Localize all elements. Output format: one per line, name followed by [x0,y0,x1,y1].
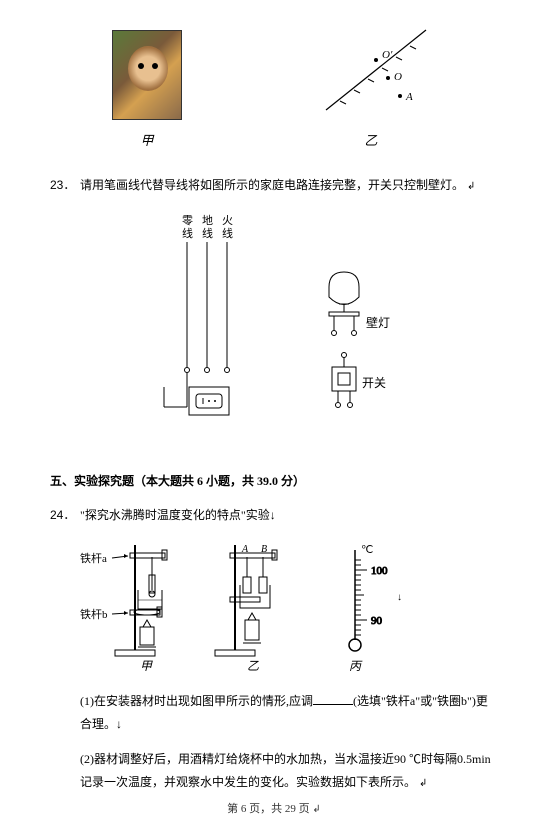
blank-field[interactable] [313,691,353,705]
svg-text:℃: ℃ [361,544,373,556]
svg-text:铁杆b: 铁杆b [80,607,108,621]
point-o-prime: O′ [382,49,393,61]
page-footer: 第 6 页，共 29 页 ↲ [0,800,548,816]
svg-text:100: 100 [371,565,388,577]
experiment-figures: 铁杆a 铁杆b 甲 A B 乙 ℃ 100 90 ↓ 丙 [80,535,420,675]
svg-text:B: B [261,544,267,555]
svg-text:零: 零 [182,214,193,227]
section-5-heading: 五、实验探究题（本大题共 6 小题，共 39.0 分） [50,472,498,489]
caption-yi-1: 乙 [306,130,436,149]
q23-number: 23． [50,174,80,197]
svg-text:开关: 开关 [362,376,386,390]
q24-sub1: (1)在安装器材时出现如图甲所示的情形,应调(选填"铁杆a"或"铁圈b")更合理… [80,690,498,736]
svg-text:A: A [241,544,249,555]
q24-title: "探究水沸腾时温度变化的特点"实验↓ [80,504,498,527]
svg-text:甲: 甲 [140,659,153,673]
point-o: O [394,71,402,83]
mirror-diagram: O′ O A [306,20,436,120]
svg-text:地: 地 [202,214,213,227]
point-a: A [405,91,413,103]
svg-text:↓: ↓ [397,592,402,603]
svg-text:线: 线 [182,226,193,240]
svg-text:铁杆a: 铁杆a [80,551,107,565]
q24-number: 24． [50,504,80,806]
svg-text:丙: 丙 [349,659,363,673]
q23-text: 请用笔画线代替导线将如图所示的家庭电路连接完整，开关只控制壁灯。 ↲ [80,174,498,197]
svg-text:90: 90 [371,615,383,627]
svg-text:线: 线 [222,226,233,240]
caption-jia-1: 甲 [112,130,182,149]
q24-sub2: (2)器材调整好后，用酒精灯给烧杯中的水加热，当水温接近90 ℃时每隔0.5mi… [80,748,498,794]
svg-text:壁灯: 壁灯 [366,315,390,330]
circuit-diagram: 零地火 线线线 壁灯 开关 [134,212,414,432]
svg-text:乙: 乙 [247,659,259,673]
svg-text:火: 火 [222,215,233,227]
monkey-image [112,30,182,120]
svg-text:线: 线 [202,226,213,240]
